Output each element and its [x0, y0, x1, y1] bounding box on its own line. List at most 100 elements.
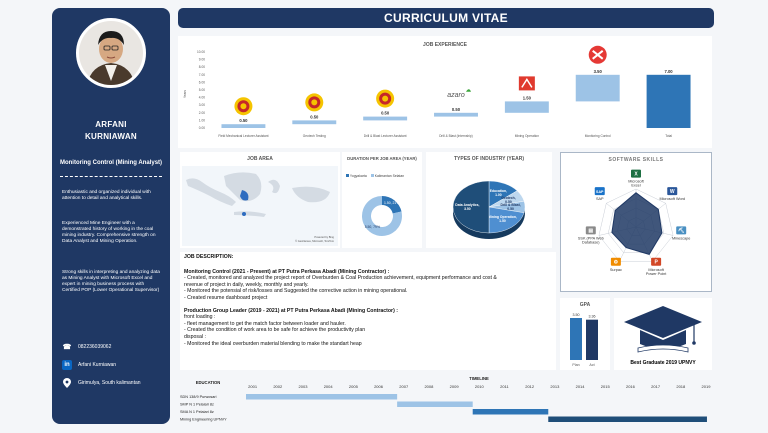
job2-line5: - Monitored the ideal overburden materia…	[184, 340, 362, 347]
category-label: Field Mechanical Lecturer Assistant	[218, 134, 268, 138]
sulawesi-shape	[268, 179, 280, 194]
bar-value-label: 0.50	[381, 111, 390, 116]
job-experience-title: JOB EXPERIENCE	[423, 42, 467, 48]
timeline-year-label: 2007	[399, 384, 409, 389]
gpa-title: GPA	[579, 302, 591, 308]
skill-label: Microsoft Power Point	[646, 268, 667, 276]
software-icon: ⚙	[610, 257, 621, 266]
timeline-year-label: 2008	[424, 384, 434, 389]
graduation-cap-icon	[624, 306, 702, 353]
education-row-label: SMP N 1 Pelaiari 8z	[180, 403, 214, 407]
skill-label: Microsoft Word	[660, 197, 685, 201]
donut-label: 5.50, 79%	[365, 225, 380, 229]
svg-text:⛏: ⛏	[678, 227, 684, 234]
svg-text:P: P	[654, 260, 658, 266]
timeline-year-label: 2017	[651, 384, 661, 389]
location-pin-icon	[62, 378, 72, 388]
waterfall-bar	[646, 74, 691, 128]
bar-value-label: 1.50	[523, 95, 532, 100]
software-icon: X	[631, 169, 641, 178]
bar-value-label: 0.50	[452, 107, 461, 112]
timeline-year-label: 2018	[676, 384, 686, 389]
svg-text:⚙: ⚙	[614, 260, 619, 266]
timeline-year-label: 2015	[601, 384, 611, 389]
pie-label: Geotech,	[501, 196, 516, 200]
gpa-bar	[586, 319, 598, 360]
job1-line3: - Monitored the potensial of risk/losses…	[184, 288, 408, 295]
timeline-year-label: 2013	[550, 384, 560, 389]
y-axis-label: Years	[183, 90, 187, 98]
svg-text:SAP: SAP	[596, 190, 604, 194]
education-row-label: Mining Engineering UPNVY	[180, 418, 227, 422]
legend-yogyakarta: Yogyakarta	[346, 174, 367, 178]
donut-label: 1.50, 21%	[384, 201, 399, 205]
location-text: Girimulya, South kalimantan	[78, 380, 141, 386]
summary-paragraph-2: Experienced Mine Engineer with a demonst…	[62, 221, 156, 244]
timeline-bar	[472, 409, 549, 415]
university-logo-icon	[234, 97, 253, 116]
waterfall-bar	[575, 74, 620, 102]
contact-phone[interactable]: ☎ 082236039062	[62, 342, 112, 352]
job1-title: Monitoring Control (2021 - Present) at P…	[184, 268, 390, 275]
job-area-panel: JOB AREA Powered by Bing © GeoNames, Mic…	[180, 152, 340, 248]
legend-kalsel: Kalimantan Selatan	[370, 174, 404, 178]
timeline-title: TIMELINE	[469, 376, 489, 381]
gpa-value-label: 3.36	[589, 315, 596, 319]
duration-panel: DURATION PER JOB AREA (YEAR) Yogyakarta …	[342, 152, 422, 248]
waterfall-bar	[434, 112, 478, 117]
job-area-title: JOB AREA	[247, 156, 273, 162]
avatar	[76, 18, 146, 88]
waterfall-bar	[363, 116, 408, 121]
job1-line1: - Created, monitored and analyzed the pr…	[184, 275, 497, 282]
timeline-year-label: 2004	[324, 384, 334, 389]
timeline-bar	[246, 394, 398, 400]
y-tick-label: 4.00	[199, 96, 205, 100]
timeline-year-label: 2010	[475, 384, 485, 389]
skill-label: Minescape	[672, 236, 690, 240]
svg-text:X: X	[634, 171, 638, 177]
bar-value-label: 0.50	[310, 114, 319, 119]
software-skills-panel: SOFTWARE SKILLS X Microsoft Excel W Microsof…	[560, 152, 712, 292]
waterfall-bar	[292, 120, 337, 125]
y-tick-label: 1.00	[199, 118, 205, 122]
timeline-bar	[397, 401, 473, 407]
timeline-year-label: 2009	[450, 384, 460, 389]
pie-value-label: 1.00	[495, 193, 502, 197]
industry-panel: TYPES OF INDUSTRY (YEAR) Education, 1.00 G…	[426, 152, 552, 248]
timeline-year-label: 2016	[626, 384, 636, 389]
software-icon: ⛏	[676, 226, 687, 235]
job-area-map: Powered by Bing © GeoNames, Microsoft, T…	[182, 166, 338, 246]
pie-value-label: 0.50	[505, 200, 512, 204]
job2-title: Production Group Leader (2019 - 2021) at…	[184, 307, 398, 314]
duration-legend: Yogyakarta Kalimantan Selatan	[346, 174, 404, 178]
job-role: Monitoring Control (Mining Analyst)	[59, 160, 163, 166]
university-logo-icon	[376, 89, 395, 108]
category-label: Monitoring Control	[585, 134, 611, 138]
pie-slice	[488, 206, 525, 234]
y-tick-label: 10.00	[197, 50, 205, 54]
svg-text:W: W	[670, 189, 675, 195]
y-tick-label: 7.00	[199, 73, 205, 77]
summary-paragraph-1: Enthusiastic and organized individual wi…	[62, 190, 151, 201]
map-credit-line1: Powered by Bing	[314, 235, 334, 239]
timeline-year-label: 2005	[349, 384, 359, 389]
y-tick-label: 3.00	[199, 103, 205, 107]
education-timeline: TIMELINE EDUCATION 2001 2002 2003 2004 2005 200…	[178, 374, 714, 426]
timeline-year-label: 2002	[273, 384, 283, 389]
y-tick-label: 8.00	[199, 65, 205, 69]
pie-label: Education,	[490, 189, 507, 193]
category-label: Total	[665, 134, 672, 138]
phone-icon: ☎	[62, 344, 72, 351]
gpa-bar	[570, 318, 582, 360]
education-label: EDUCATION	[196, 380, 221, 385]
duration-donut-chart: 1.50, 21% 5.50, 79%	[362, 196, 402, 236]
sumatra-shape	[186, 178, 236, 206]
skill-label: Microsoft Excel	[628, 180, 644, 188]
contact-linkedin[interactable]: in Arfani Kurniawan	[62, 360, 116, 370]
separator-line	[60, 176, 162, 177]
education-row-label: SDN 138/9 Purwosari	[180, 395, 217, 399]
skill-label: Surpac	[610, 268, 622, 272]
page-title: CURRICULUM VITAE	[178, 8, 714, 28]
donut-slice	[362, 196, 402, 236]
